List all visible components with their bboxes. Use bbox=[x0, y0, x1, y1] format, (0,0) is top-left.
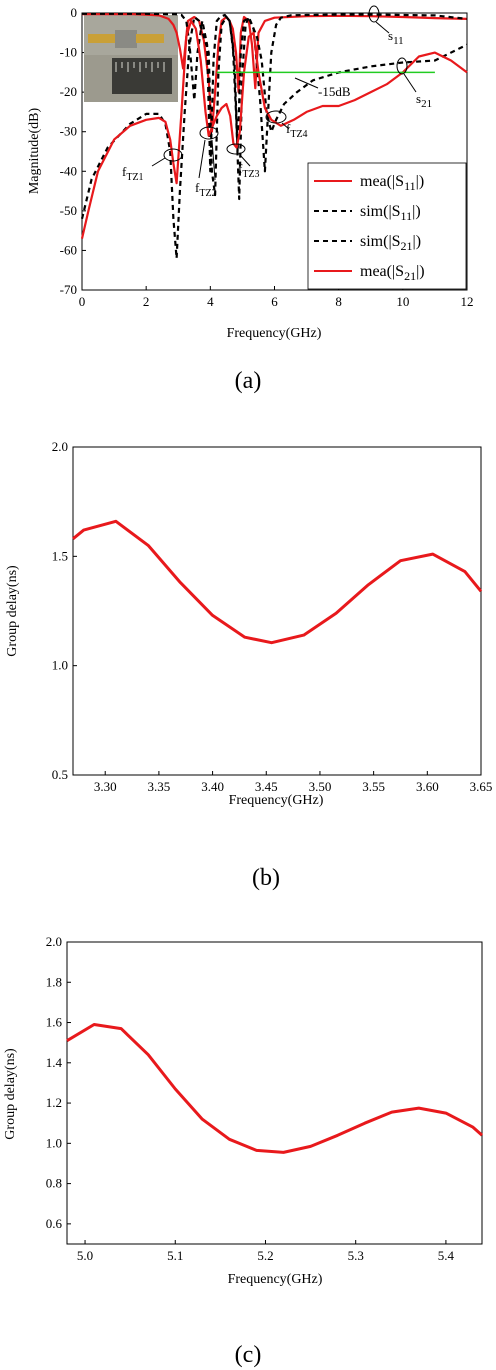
x-tick-label: 3.45 bbox=[255, 779, 278, 794]
x-tick-label: 12 bbox=[461, 294, 474, 309]
chart-c: 5.0 5.1 5.2 5.3 5.40.60.81.01.21.41.61.82.0 … bbox=[3, 934, 484, 1368]
x-tick-label: 5.2 bbox=[257, 1248, 273, 1263]
chart-a: 0 2 4 6 8 10 12 0 -10 -20 -30 -40 -50 -60 -70 bbox=[27, 5, 474, 394]
fTZ3-label: fTZ3 bbox=[238, 161, 260, 180]
x-tick-label: 8 bbox=[335, 294, 342, 309]
y-tick-label: 1.5 bbox=[52, 548, 68, 563]
annotations bbox=[151, 5, 417, 181]
chart-a-series bbox=[80, 12, 468, 260]
legend-item-3: mea(|S21|) bbox=[360, 263, 425, 283]
chart-a-ticks: 0 2 4 6 8 10 12 0 -10 -20 -30 -40 -50 -60 -70 bbox=[60, 5, 474, 309]
x-tick-label: 5.0 bbox=[77, 1248, 93, 1263]
x-tick-label: 3.30 bbox=[94, 779, 117, 794]
x-tick-label: 2 bbox=[143, 294, 150, 309]
y-tick-label: 0.6 bbox=[46, 1216, 63, 1231]
ref-label: -15dB bbox=[318, 84, 351, 99]
x-tick-label: 3.60 bbox=[416, 779, 439, 794]
fTZ4-label: fTZ4 bbox=[286, 121, 308, 140]
x-tick-label: 5.3 bbox=[348, 1248, 364, 1263]
y-tick-label: -70 bbox=[60, 282, 77, 297]
x-tick-label: 4 bbox=[207, 294, 214, 309]
y-tick-label: -10 bbox=[60, 45, 77, 60]
y-tick-label: -60 bbox=[60, 242, 77, 257]
chart-c-xlabel: Frequency(GHz) bbox=[228, 1272, 323, 1287]
panel-label-a: (a) bbox=[235, 368, 262, 394]
series-line-3 bbox=[80, 19, 468, 239]
x-tick-label: 3.65 bbox=[470, 779, 493, 794]
tz2-marker bbox=[199, 126, 219, 140]
x-tick-label: 10 bbox=[396, 294, 409, 309]
s21-label: s21 bbox=[416, 91, 432, 110]
chart-b-plot-area bbox=[72, 446, 482, 776]
fTZ1-label: fTZ1 bbox=[122, 164, 144, 183]
y-tick-label: 1.2 bbox=[46, 1095, 62, 1110]
x-tick-label: 3.55 bbox=[362, 779, 385, 794]
s11-marker bbox=[368, 5, 380, 23]
chart-a-xlabel: Frequency(GHz) bbox=[227, 326, 322, 341]
y-tick-label: 1.8 bbox=[46, 974, 62, 989]
y-tick-label: 1.6 bbox=[46, 1015, 63, 1030]
y-tick-label: 2.0 bbox=[52, 439, 68, 454]
x-tick-label: 6 bbox=[271, 294, 278, 309]
chart-c-series bbox=[66, 1023, 484, 1154]
chart-b-ylabel: Group delay(ns) bbox=[5, 565, 20, 657]
chart-a-ylabel: Magnitude(dB) bbox=[27, 108, 42, 195]
y-tick-label: -20 bbox=[60, 84, 77, 99]
x-tick-label: 5.1 bbox=[167, 1248, 183, 1263]
series-line-0 bbox=[66, 1023, 484, 1154]
chart-b: 3.30 3.35 3.40 3.45 3.50 3.55 3.60 3.65 0.5 1.0 1.… bbox=[5, 439, 492, 891]
x-tick-label: 3.50 bbox=[309, 779, 332, 794]
series-line-1 bbox=[82, 12, 468, 173]
x-tick-label: 3.40 bbox=[201, 779, 224, 794]
tz3-marker bbox=[226, 143, 246, 155]
legend-item-0: mea(|S11|) bbox=[360, 173, 424, 193]
x-tick-label: 5.4 bbox=[438, 1248, 455, 1263]
chart-b-xlabel: Frequency(GHz) bbox=[229, 793, 324, 808]
chart-c-ylabel: Group delay(ns) bbox=[3, 1048, 18, 1140]
y-tick-label: 1.0 bbox=[46, 1135, 62, 1150]
legend-item-1: sim(|S11|) bbox=[360, 203, 421, 223]
device-photo bbox=[84, 15, 178, 102]
tz1-marker bbox=[163, 148, 183, 162]
chart-b-series bbox=[72, 519, 483, 645]
chart-c-ticks: 5.0 5.1 5.2 5.3 5.4 0.6 0.8 1.0 1.2 1.4 1.6 1.8 2.0 bbox=[46, 934, 455, 1263]
series-line-2 bbox=[80, 15, 468, 260]
x-tick-label: 0 bbox=[79, 294, 86, 309]
tz4-marker bbox=[265, 110, 287, 124]
y-tick-label: -30 bbox=[60, 124, 77, 139]
y-tick-label: 0.5 bbox=[52, 767, 68, 782]
s21-marker bbox=[396, 57, 408, 75]
y-tick-label: 2.0 bbox=[46, 934, 62, 949]
chart-c-plot-area bbox=[66, 941, 483, 1245]
series-line-0 bbox=[72, 519, 483, 645]
fTZ2-label: fTZ2 bbox=[195, 180, 217, 199]
legend: mea(|S11|) sim(|S11|) sim(|S21|) mea(|S2… bbox=[307, 162, 467, 290]
panel-label-b: (b) bbox=[252, 865, 280, 891]
y-tick-label: -40 bbox=[60, 163, 77, 178]
chart-b-ticks: 3.30 3.35 3.40 3.45 3.50 3.55 3.60 3.65 0.5 1.0 1.… bbox=[52, 439, 493, 794]
y-tick-label: 1.0 bbox=[52, 658, 68, 673]
x-tick-label: 3.35 bbox=[148, 779, 171, 794]
legend-item-2: sim(|S21|) bbox=[360, 233, 421, 253]
y-tick-label: 0 bbox=[71, 5, 78, 20]
panel-label-c: (c) bbox=[235, 1342, 262, 1368]
y-tick-label: 0.8 bbox=[46, 1176, 62, 1191]
y-tick-label: -50 bbox=[60, 203, 77, 218]
s11-label: s11 bbox=[388, 28, 404, 47]
y-tick-label: 1.4 bbox=[46, 1055, 63, 1070]
